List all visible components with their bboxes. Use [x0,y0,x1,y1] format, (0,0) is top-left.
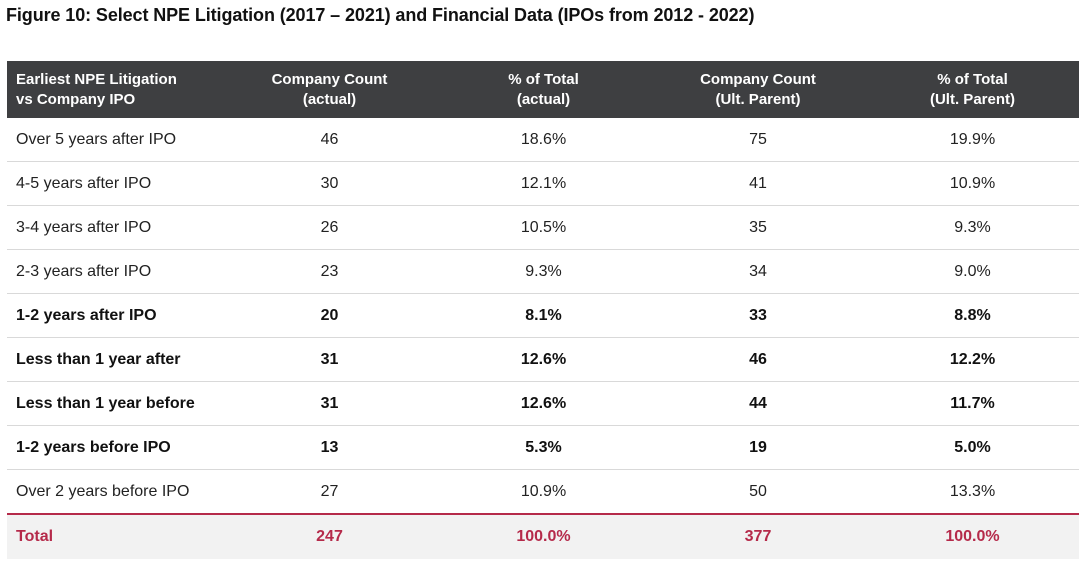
table-row: 1-2 years before IPO 13 5.3% 19 5.0% [7,425,1079,470]
litigation-table: Earliest NPE Litigation vs Company IPO C… [7,61,1079,559]
header-line: (actual) [516,90,571,108]
cell-pct-actual: 9.3% [437,249,650,294]
cell-pct-actual: 10.5% [437,205,650,250]
cell-pct-actual: 12.1% [437,161,650,206]
cell-pct-parent: 10.9% [866,161,1079,206]
table-body: Over 5 years after IPO 46 18.6% 75 19.9% 4-5 … [7,118,1079,515]
header-line: (Ult. Parent) [715,90,801,108]
cell-count-parent: 34 [650,249,866,294]
row-label: Less than 1 year after [7,337,222,382]
table-row: Over 5 years after IPO 46 18.6% 75 19.9% [7,118,1079,162]
cell-pct-parent: 5.0% [866,425,1079,470]
cell-count-parent: 46 [650,337,866,382]
cell-count-parent: 35 [650,205,866,250]
header-litigation-vs-ipo: Earliest NPE Litigation vs Company IPO [7,61,222,118]
cell-pct-parent: 9.0% [866,249,1079,294]
figure-title: Figure 10: Select NPE Litigation (2017 –… [6,5,755,25]
row-label: 1-2 years after IPO [7,293,222,338]
header-line: vs Company IPO [16,90,136,108]
cell-count-parent: 75 [650,118,866,162]
cell-count-actual: 31 [222,337,437,382]
cell-count-actual: 20 [222,293,437,338]
cell-count-parent: 50 [650,469,866,515]
cell-count-actual: 23 [222,249,437,294]
cell-pct-actual: 5.3% [437,425,650,470]
table-row: 1-2 years after IPO 20 8.1% 33 8.8% [7,293,1079,338]
header-line: (actual) [302,90,357,108]
table-header: Earliest NPE Litigation vs Company IPO C… [7,61,1079,118]
table-row: 3-4 years after IPO 26 10.5% 35 9.3% [7,205,1079,250]
cell-count-actual: 46 [222,118,437,162]
header-line: Earliest NPE Litigation [16,70,177,88]
total-pct-parent: 100.0% [866,514,1079,559]
header-pct-parent: % of Total (Ult. Parent) [866,61,1079,118]
header-line: % of Total [937,70,1008,88]
header-count-parent: Company Count (Ult. Parent) [650,61,866,118]
cell-pct-parent: 9.3% [866,205,1079,250]
cell-count-actual: 31 [222,381,437,426]
cell-count-actual: 30 [222,161,437,206]
total-label: Total [7,514,222,559]
row-label: Over 2 years before IPO [7,469,222,515]
table-footer: Total 247 100.0% 377 100.0% [7,514,1079,559]
total-count-parent: 377 [650,514,866,559]
row-label: 4-5 years after IPO [7,161,222,206]
header-line: Company Count [700,70,816,88]
cell-count-parent: 41 [650,161,866,206]
cell-pct-parent: 19.9% [866,118,1079,162]
table-row: Less than 1 year before 31 12.6% 44 11.7% [7,381,1079,426]
cell-pct-parent: 11.7% [866,381,1079,426]
row-label: 1-2 years before IPO [7,425,222,470]
header-line: (Ult. Parent) [929,90,1015,108]
table-row: 4-5 years after IPO 30 12.1% 41 10.9% [7,161,1079,206]
total-pct-actual: 100.0% [437,514,650,559]
row-label: 2-3 years after IPO [7,249,222,294]
cell-pct-parent: 12.2% [866,337,1079,382]
cell-count-parent: 33 [650,293,866,338]
header-row: Earliest NPE Litigation vs Company IPO C… [7,61,1079,118]
total-row: Total 247 100.0% 377 100.0% [7,514,1079,559]
table-row: Over 2 years before IPO 27 10.9% 50 13.3% [7,469,1079,515]
table-row: Less than 1 year after 31 12.6% 46 12.2% [7,337,1079,382]
cell-count-actual: 27 [222,469,437,515]
header-line: Company Count [271,70,388,88]
cell-count-actual: 26 [222,205,437,250]
header-pct-actual: % of Total (actual) [437,61,650,118]
cell-count-actual: 13 [222,425,437,470]
cell-pct-actual: 12.6% [437,337,650,382]
cell-count-parent: 19 [650,425,866,470]
row-label: 3-4 years after IPO [7,205,222,250]
row-label: Over 5 years after IPO [7,118,222,162]
cell-pct-parent: 8.8% [866,293,1079,338]
header-count-actual: Company Count (actual) [222,61,437,118]
table-row: 2-3 years after IPO 23 9.3% 34 9.0% [7,249,1079,294]
cell-pct-actual: 12.6% [437,381,650,426]
cell-pct-actual: 18.6% [437,118,650,162]
header-line: % of Total [508,70,579,88]
cell-pct-actual: 8.1% [437,293,650,338]
cell-pct-actual: 10.9% [437,469,650,515]
total-count-actual: 247 [222,514,437,559]
row-label: Less than 1 year before [7,381,222,426]
cell-pct-parent: 13.3% [866,469,1079,515]
cell-count-parent: 44 [650,381,866,426]
